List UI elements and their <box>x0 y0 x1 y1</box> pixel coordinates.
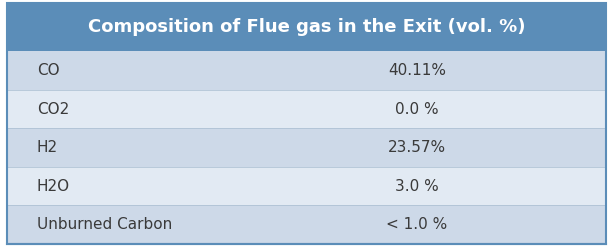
Text: < 1.0 %: < 1.0 % <box>386 217 447 232</box>
Bar <box>7 3 606 51</box>
Text: 0.0 %: 0.0 % <box>395 102 439 117</box>
Text: 40.11%: 40.11% <box>388 63 446 78</box>
Bar <box>7 51 606 90</box>
Text: Composition of Flue gas in the Exit (vol. %): Composition of Flue gas in the Exit (vol… <box>88 18 525 36</box>
Bar <box>7 90 606 128</box>
Text: Unburned Carbon: Unburned Carbon <box>37 217 172 232</box>
Text: H2: H2 <box>37 140 58 155</box>
Text: CO2: CO2 <box>37 102 69 117</box>
Bar <box>7 206 606 244</box>
Bar <box>7 128 606 167</box>
Text: H2O: H2O <box>37 179 70 194</box>
Bar <box>7 167 606 206</box>
Text: CO: CO <box>37 63 59 78</box>
Text: 23.57%: 23.57% <box>388 140 446 155</box>
Text: 3.0 %: 3.0 % <box>395 179 439 194</box>
